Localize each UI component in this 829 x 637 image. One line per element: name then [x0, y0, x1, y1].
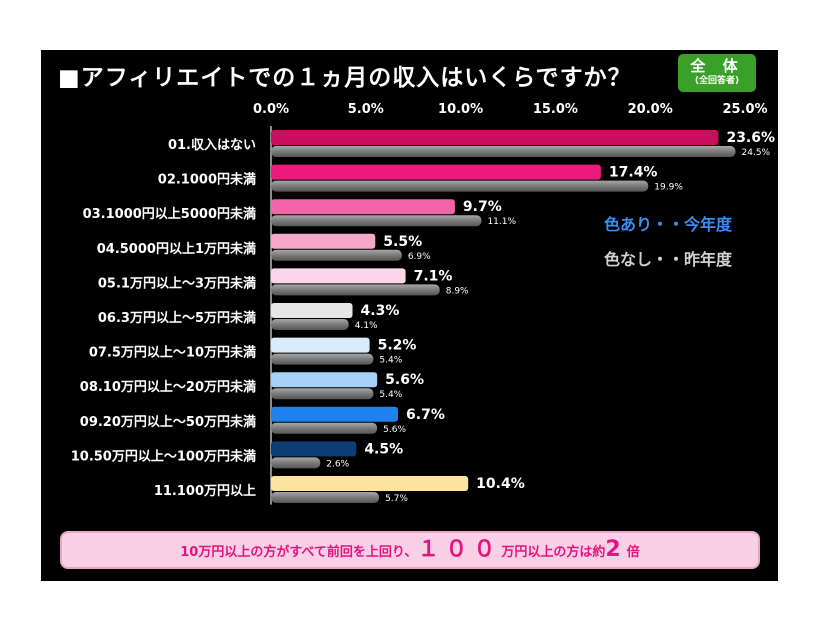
bar-last-year	[271, 457, 321, 469]
bar-last-year	[271, 353, 374, 365]
respondents-badge: 全 体 (全回答者)	[678, 54, 756, 92]
value-label-this-year: 5.6%	[385, 372, 424, 388]
value-label-last-year: 24.5%	[742, 148, 771, 158]
badge-main-label: 全 体	[690, 57, 744, 75]
x-tick-label: 15.0%	[533, 102, 578, 117]
bar-last-year	[271, 388, 374, 400]
bar-last-year	[271, 146, 736, 157]
bar-this-year	[271, 441, 357, 457]
category-label: 02.1000円未満	[158, 172, 256, 188]
summary-part-3: 万円以上の方は約	[501, 545, 606, 560]
bar-last-year	[271, 284, 440, 296]
bar-this-year	[271, 303, 353, 318]
legend-last-year: 色なし・・昨年度	[604, 250, 733, 269]
bar-last-year	[271, 492, 380, 503]
category-label: 06.3万円以上～5万円未満	[98, 310, 256, 326]
value-label-last-year: 5.4%	[379, 356, 402, 366]
category-label: 03.1000円以上5000円未満	[83, 206, 256, 222]
value-label-this-year: 10.4%	[476, 476, 525, 492]
bar-this-year	[271, 337, 370, 353]
value-label-this-year: 5.2%	[378, 338, 417, 354]
bar-this-year	[271, 164, 601, 180]
value-label-last-year: 19.9%	[654, 183, 683, 193]
bar-this-year	[271, 406, 399, 422]
bar-last-year	[271, 215, 482, 227]
bar-last-year	[271, 319, 349, 330]
value-label-this-year: 5.5%	[383, 234, 422, 250]
x-tick-label: 20.0%	[628, 102, 673, 117]
summary-part-4: 2	[605, 537, 627, 562]
badge-sub-label: (全回答者)	[694, 76, 740, 86]
category-label: 01.収入はない	[168, 138, 256, 153]
value-label-last-year: 5.7%	[385, 494, 408, 504]
bar-last-year	[271, 249, 402, 261]
value-label-this-year: 23.6%	[726, 130, 775, 146]
category-label: 05.1万円以上～3万円未満	[98, 275, 256, 291]
bar-last-year	[271, 180, 649, 192]
chart-title: ■アフィリエイトでの１ヵ月の収入はいくらですか？	[58, 65, 632, 91]
bar-this-year	[271, 199, 455, 215]
bar-this-year	[271, 476, 469, 491]
value-label-last-year: 11.1%	[487, 217, 516, 227]
legend-this-year: 色あり・・今年度	[604, 215, 733, 234]
value-label-this-year: 4.3%	[361, 303, 400, 319]
value-label-last-year: 6.9%	[408, 252, 431, 262]
summary-part-2: １００	[417, 537, 502, 562]
bar-this-year	[271, 130, 719, 145]
summary-part-5: 倍	[626, 545, 640, 560]
value-label-last-year: 8.9%	[446, 286, 469, 296]
x-tick-label: 25.0%	[722, 102, 767, 117]
bar-this-year	[271, 372, 378, 388]
category-label: 04.5000円以上1万円未満	[97, 241, 256, 257]
category-label: 10.50万円以上～100万円未満	[71, 448, 256, 464]
value-label-last-year: 4.1%	[355, 321, 378, 331]
x-tick-label: 5.0%	[348, 102, 384, 117]
value-label-last-year: 2.6%	[326, 459, 349, 469]
category-label: 11.100万円以上	[154, 484, 256, 499]
value-label-this-year: 6.7%	[406, 407, 445, 423]
category-label: 09.20万円以上～50万円未満	[80, 414, 256, 430]
value-label-last-year: 5.6%	[383, 425, 406, 435]
x-tick-label: 0.0%	[253, 102, 289, 117]
value-label-this-year: 7.1%	[414, 268, 453, 284]
summary-note: 10万円以上の方がすべて前回を上回り、１００万円以上の方は約2倍	[60, 531, 760, 569]
x-tick-label: 10.0%	[438, 102, 483, 117]
value-label-this-year: 9.7%	[463, 199, 502, 215]
value-label-last-year: 5.4%	[379, 390, 402, 400]
summary-part-1: 10万円以上の方がすべて前回を上回り、	[180, 545, 418, 560]
bar-this-year	[271, 268, 406, 284]
value-label-this-year: 4.5%	[364, 441, 403, 457]
value-label-this-year: 17.4%	[609, 165, 658, 181]
bar-last-year	[271, 422, 378, 434]
category-label: 07.5万円以上～10万円未満	[89, 345, 256, 361]
category-label: 08.10万円以上～20万円未満	[80, 379, 256, 395]
bar-this-year	[271, 233, 376, 249]
